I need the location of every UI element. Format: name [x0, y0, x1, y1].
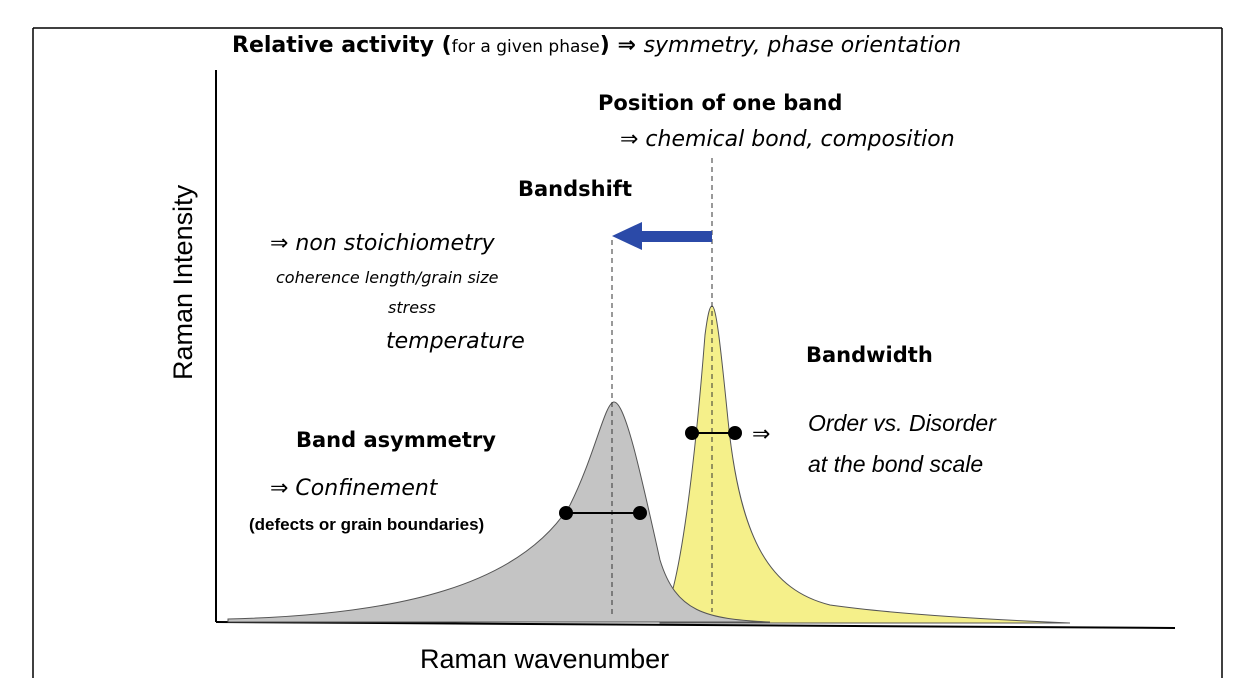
header-part: ) ⇒: [600, 33, 644, 58]
bandwidth-title: Bandwidth: [806, 343, 933, 367]
width-markers: [559, 426, 742, 520]
position-title: Position of one band: [598, 91, 842, 115]
x-axis-label: Raman wavenumber: [420, 644, 669, 674]
frame: [32, 27, 1223, 678]
bandwidth-effect: Order vs. Disorder: [808, 410, 997, 436]
asymmetry-title: Band asymmetry: [296, 428, 496, 452]
bandshift-title: Bandshift: [518, 177, 632, 201]
bandshift-effect: stress: [388, 298, 436, 317]
asymmetry-note: (defects or grain boundaries): [249, 515, 484, 534]
bandwidth-effect: at the bond scale: [808, 451, 983, 477]
asymmetry-effect: ⇒ Confinement: [270, 476, 439, 501]
gray-band: [227, 401, 771, 623]
header-part: symmetry, phase orientation: [644, 33, 962, 58]
header-part: for a given phase: [452, 37, 600, 57]
bandshift-effect: temperature: [386, 329, 525, 354]
header-part: Relative activity (: [232, 33, 452, 58]
bandwidth-arrow: ⇒: [752, 422, 770, 447]
y-axis-label: Raman Intensity: [168, 184, 198, 380]
bandshift-effect: coherence length/grain size: [276, 268, 499, 287]
bandshift-effect: ⇒ non stoichiometry: [270, 231, 496, 256]
position-effect: ⇒ chemical bond, composition: [620, 127, 955, 152]
header: Relative activity (for a given phase) ⇒ …: [232, 33, 961, 58]
shift-arrow: [612, 222, 712, 250]
yellow-band: [659, 305, 1071, 624]
axes: [215, 70, 1176, 629]
